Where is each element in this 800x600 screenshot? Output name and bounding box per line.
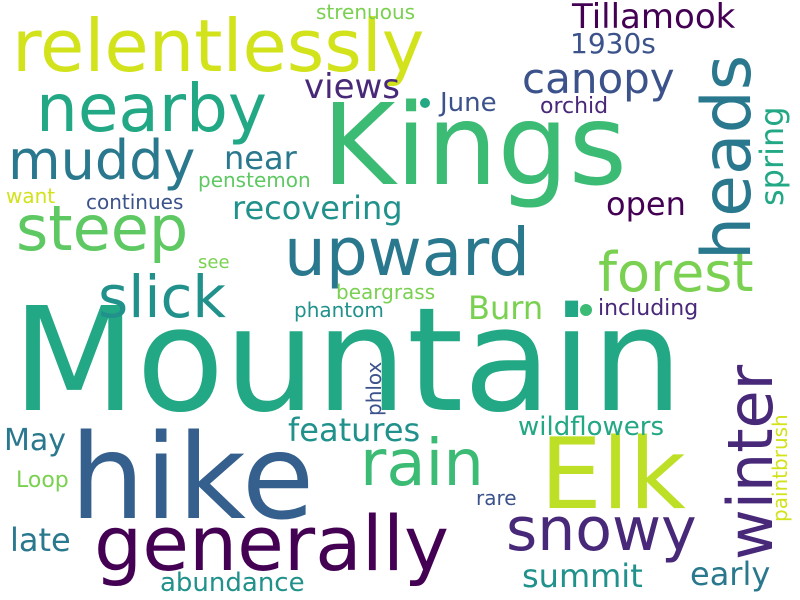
word-strenuous: strenuous [316,0,416,24]
word-slick: slick [98,263,226,331]
word-penstemon: penstemon [198,168,311,192]
word-steep: steep [16,192,189,265]
word-elk: Elk [540,418,686,532]
word-open: open [606,185,686,223]
word-nearby: nearby [36,70,267,147]
word-summit: summit [522,557,643,595]
word-want: want [6,184,56,208]
word-tillamook: Tillamook [572,0,736,37]
word-beargrass: beargrass [336,280,436,304]
word-upward: upward [284,214,531,291]
word-orchid: orchid [540,94,609,119]
word-muddy: muddy [8,129,196,192]
word-features: features [288,411,421,449]
word-mountain: Mountain [12,276,683,444]
word-including: including [598,296,699,321]
word-heads: heads [688,54,767,260]
word-rare: rare [476,486,517,510]
word-near: near [224,139,297,177]
word-phlox: phlox [362,361,386,416]
word-see: see [198,252,230,273]
word-may: May [4,423,67,458]
word-canopy: canopy [522,54,675,103]
word-early: early [690,555,771,593]
word-spring: spring [753,106,791,206]
word-paintbrush: paintbrush [768,414,792,522]
word-burn: Burn [468,289,544,327]
word-june: June [440,88,497,118]
word-late: late [10,521,71,559]
word-continues: continues [86,190,184,214]
word-recovering: recovering [232,189,403,227]
word-1930s: 1930s [570,27,656,60]
word-views: views [304,67,401,107]
word-generally: generally [94,499,449,588]
word-loop: Loop [16,468,69,493]
word-wildflowers: wildflowers [518,412,664,442]
dot-mark [420,98,430,108]
word-hike: hike [70,408,315,546]
word-snowy: snowy [506,495,697,565]
word-kings: Kings [322,81,627,211]
word-abundance: abundance [160,568,305,598]
word-forest: forest [598,241,754,304]
word-relentlessly: relentlessly [12,4,425,88]
dot-mark [580,304,592,316]
word-phantom: phantom [294,298,384,322]
word-rain: rain [360,427,484,501]
